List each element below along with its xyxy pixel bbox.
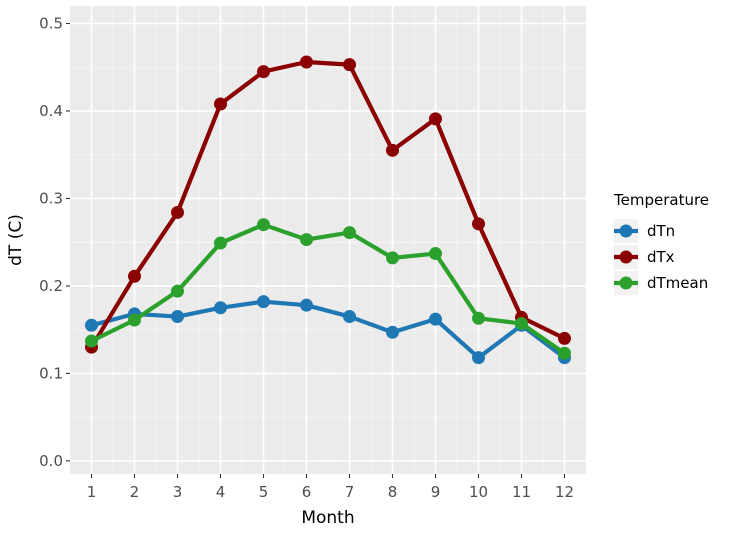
data-point-dtn <box>429 312 442 326</box>
x-tick-label: 8 <box>388 483 398 501</box>
data-point-dtmean <box>214 236 227 250</box>
series-line-dtx <box>89 59 567 350</box>
data-point-dtn <box>85 318 98 332</box>
x-tick-label: 6 <box>302 483 312 501</box>
x-tick-label: 1 <box>87 483 97 501</box>
y-tick-label: 0.3 <box>39 189 63 207</box>
data-point-dtmean <box>429 247 442 261</box>
data-point-dtx <box>558 331 571 345</box>
x-tick-label: 2 <box>130 483 140 501</box>
y-tick-label: 0.0 <box>39 452 63 470</box>
data-point-dtx <box>386 143 399 157</box>
x-tick-label: 9 <box>431 483 441 501</box>
x-tick-label: 12 <box>555 483 574 501</box>
legend-key-point-dtx <box>619 250 633 264</box>
x-axis: 1 2 3 4 5 6 7 8 9 10 11 12 <box>87 474 574 501</box>
data-point-dtmean <box>558 346 571 360</box>
legend-title: Temperature <box>613 191 709 209</box>
y-tick-label: 0.4 <box>39 102 63 120</box>
y-axis-title: dT (C) <box>6 214 26 266</box>
data-point-dtn <box>171 310 184 324</box>
series-layer <box>85 55 571 365</box>
data-point-dtn <box>257 295 270 309</box>
y-tick-label: 0.1 <box>39 364 63 382</box>
data-point-dtn <box>472 351 485 365</box>
x-tick-label: 7 <box>345 483 355 501</box>
x-tick-label: 5 <box>259 483 269 501</box>
series-line-dtn <box>89 299 567 360</box>
data-point-dtx <box>171 205 184 219</box>
data-point-dtx <box>214 97 227 111</box>
data-point-dtmean <box>515 317 528 331</box>
legend-label-dtmean: dTmean <box>647 274 708 292</box>
data-point-dtmean <box>257 218 270 232</box>
data-point-dtmean <box>128 313 141 327</box>
data-point-dtmean <box>85 334 98 348</box>
x-tick-label: 3 <box>173 483 183 501</box>
x-tick-label: 11 <box>512 483 531 501</box>
legend-label-dtn: dTn <box>647 222 675 240</box>
legend-label-dtx: dTx <box>647 248 675 266</box>
data-point-dtx <box>128 269 141 283</box>
x-axis-title: Month <box>301 508 354 528</box>
legend-key-point-dtmean <box>619 276 633 290</box>
y-tick-label: 0.5 <box>39 14 63 32</box>
data-point-dtn <box>214 301 227 315</box>
data-point-dtmean <box>472 311 485 325</box>
y-tick-label: 0.2 <box>39 277 63 295</box>
data-point-dtn <box>386 325 399 339</box>
legend-key-point-dtn <box>619 224 633 238</box>
data-point-dtmean <box>343 226 356 240</box>
data-point-dtmean <box>171 284 184 298</box>
data-point-dtx <box>300 55 313 69</box>
series-line-dtmean <box>89 222 567 356</box>
x-tick-label: 4 <box>216 483 226 501</box>
data-point-dtmean <box>386 251 399 265</box>
x-tick-label: 10 <box>469 483 488 501</box>
data-point-dtn <box>300 298 313 312</box>
data-point-dtx <box>257 65 270 79</box>
y-axis: 0.0 0.1 0.2 0.3 0.4 0.5 <box>39 14 70 470</box>
data-point-dtn <box>343 310 356 324</box>
legend: Temperature dTn dTx dTmean <box>613 191 709 295</box>
data-point-dtx <box>343 58 356 72</box>
data-point-dtx <box>429 112 442 126</box>
data-point-dtmean <box>300 233 313 247</box>
data-point-dtx <box>472 217 485 231</box>
